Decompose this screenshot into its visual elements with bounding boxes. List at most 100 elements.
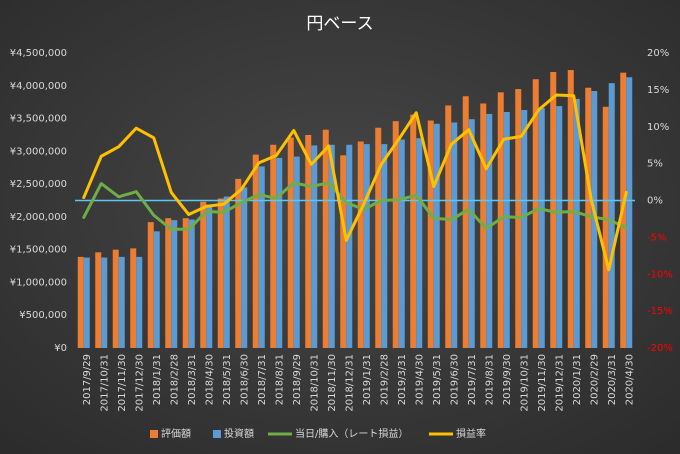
bar — [416, 138, 423, 348]
bar — [521, 110, 528, 349]
bar — [550, 72, 557, 348]
bar — [363, 144, 370, 348]
x-tick-label: 2018/8/31 — [274, 354, 285, 405]
bar — [556, 106, 563, 348]
bar — [188, 219, 195, 348]
bar — [538, 108, 545, 348]
x-tick-label: 2020/2/29 — [589, 354, 600, 405]
x-tick-label: 2018/12/31 — [344, 354, 355, 412]
bar — [258, 166, 265, 348]
bar — [357, 141, 364, 348]
x-tick-label: 2017/10/31 — [99, 354, 110, 412]
x-tick-label: 2018/6/30 — [239, 354, 250, 405]
bar — [328, 144, 335, 348]
x-tick-label: 2020/1/31 — [572, 354, 583, 405]
bar — [486, 113, 493, 348]
bar — [165, 218, 172, 348]
bar — [591, 91, 598, 349]
y2-tick-label: 20% — [647, 48, 669, 59]
chart-title: 円ベース — [306, 14, 373, 34]
bar — [346, 144, 353, 348]
bar — [398, 139, 405, 348]
bar — [451, 122, 458, 348]
y2-tick-label: -10% — [647, 269, 673, 280]
bar — [223, 196, 230, 348]
legend-swatch — [150, 430, 158, 438]
x-tick-label: 2019/9/30 — [502, 354, 513, 405]
x-tick-label: 2018/11/30 — [327, 354, 338, 412]
bar — [375, 127, 382, 348]
x-tick-label: 2020/3/31 — [607, 354, 618, 405]
x-tick-label: 2017/12/30 — [134, 354, 145, 412]
y2-tick-label: 10% — [647, 122, 669, 133]
bar — [252, 154, 259, 348]
bar — [287, 137, 294, 348]
y-tick-label: ¥0 — [54, 343, 67, 354]
line — [82, 93, 628, 272]
bar — [118, 256, 125, 348]
legend-label: 投資額 — [224, 427, 254, 440]
y2-tick-label: 5% — [647, 159, 663, 170]
bar — [136, 256, 143, 348]
bar — [130, 248, 137, 348]
bar — [153, 231, 160, 348]
bar — [427, 120, 434, 349]
bar — [445, 105, 452, 348]
y2-tick-label: -5% — [647, 232, 666, 243]
x-tick-label: 2019/6/30 — [449, 354, 460, 405]
bar — [626, 77, 633, 348]
bar — [381, 144, 388, 348]
bar — [532, 79, 539, 348]
y-tick-label: ¥2,500,000 — [10, 179, 67, 190]
bar — [276, 157, 283, 348]
x-tick-label: 2019/10/31 — [519, 354, 530, 412]
x-tick-label: 2018/3/31 — [187, 354, 198, 405]
x-tick-label: 2019/7/31 — [467, 354, 478, 405]
bar — [340, 155, 347, 348]
y2-tick-label: 0% — [647, 196, 663, 207]
x-tick-label: 2019/12/31 — [554, 354, 565, 412]
x-tick-label: 2019/5/31 — [432, 354, 443, 405]
x-tick-label: 2020/4/30 — [624, 354, 635, 405]
y-tick-label: ¥4,000,000 — [10, 81, 67, 92]
x-tick-label: 2018/10/31 — [309, 354, 320, 412]
bar — [112, 249, 119, 348]
bar — [95, 252, 102, 348]
legend-label: 損益率 — [456, 427, 486, 440]
bar — [293, 156, 300, 348]
y-tick-label: ¥3,500,000 — [10, 114, 67, 125]
y-tick-label: ¥1,000,000 — [10, 277, 67, 288]
line — [82, 181, 628, 231]
x-tick-label: 2018/1/31 — [152, 354, 163, 405]
x-tick-label: 2019/4/30 — [414, 354, 425, 405]
bar — [206, 204, 213, 348]
bar — [410, 114, 417, 348]
bar — [468, 119, 475, 348]
y2-tick-label: -20% — [647, 343, 673, 354]
x-tick-label: 2019/2/28 — [379, 354, 390, 405]
bar — [101, 257, 108, 348]
x-tick-label: 2019/11/30 — [537, 354, 548, 412]
y-tick-label: ¥3,000,000 — [10, 146, 67, 157]
y-tick-label: ¥500,000 — [19, 310, 67, 321]
bar — [602, 106, 609, 348]
legend-swatch — [213, 430, 221, 438]
bar — [322, 129, 329, 348]
bar — [77, 256, 84, 348]
bar — [503, 112, 510, 348]
y2-tick-label: 15% — [647, 85, 669, 96]
bar — [270, 144, 277, 348]
legend-label: 当日/購入（レート損益） — [295, 427, 408, 440]
x-tick-label: 2019/3/31 — [397, 354, 408, 405]
bar — [182, 218, 189, 348]
x-tick-label: 2018/9/29 — [292, 354, 303, 405]
x-tick-label: 2018/2/28 — [169, 354, 180, 405]
bar — [241, 187, 248, 348]
x-tick-label: 2018/4/30 — [204, 354, 215, 405]
bar — [217, 198, 224, 348]
bar — [567, 70, 574, 349]
bar — [235, 178, 242, 348]
bar — [462, 96, 469, 349]
bar — [147, 222, 154, 348]
bar — [200, 201, 207, 348]
